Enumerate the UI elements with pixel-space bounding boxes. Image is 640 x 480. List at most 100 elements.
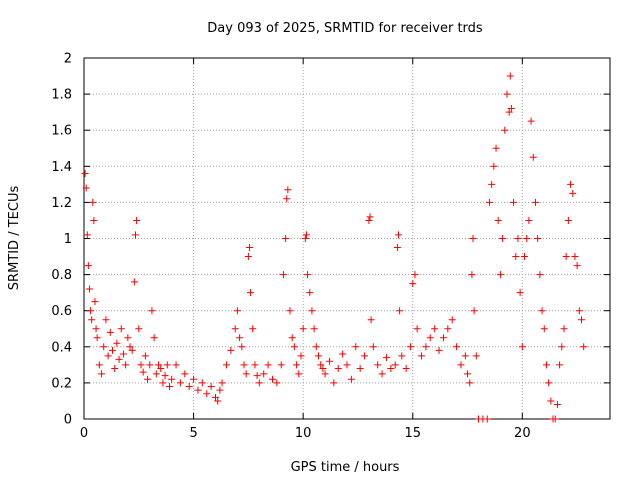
data-point [312,343,320,351]
data-point [483,415,491,423]
data-point [369,343,377,351]
y-tick-label: 1.8 [51,88,72,103]
data-point [144,375,152,383]
data-point [321,370,329,378]
data-point [330,379,338,387]
data-point [245,244,253,252]
data-point [279,271,287,279]
data-point [106,328,114,336]
data-point [556,361,564,369]
data-point [382,354,390,362]
data-point [130,278,138,286]
y-tick-label: 1.6 [51,124,72,139]
data-point [407,343,415,351]
data-point [490,162,498,170]
data-point [207,383,215,391]
data-point [540,325,548,333]
data-point [214,397,222,405]
data-point [87,307,95,315]
data-point [365,216,373,224]
data-point [505,108,513,116]
data-point [249,325,257,333]
data-point [398,352,406,360]
y-axis-label: SRMTID / TECUs [7,186,22,291]
data-point [284,186,292,194]
data-point [163,361,171,369]
data-point [304,271,312,279]
data-point [352,343,360,351]
data-point [126,343,134,351]
data-point [113,339,121,347]
data-point [83,231,91,239]
data-point [152,370,160,378]
x-axis-label: GPS time / hours [291,460,400,475]
data-point [273,379,281,387]
data-point [374,361,382,369]
data-point [104,352,112,360]
data-point [168,375,176,383]
data-point [92,325,100,333]
data-point [172,361,180,369]
data-point [409,280,417,288]
data-point [567,180,575,188]
data-point [435,346,443,354]
y-tick-label: 0.2 [51,376,72,391]
data-point [268,375,276,383]
data-point [306,289,314,297]
data-point [139,368,147,376]
data-point [575,307,583,315]
data-point [82,184,90,192]
data-point [310,325,318,333]
data-point [283,195,291,203]
data-point [464,370,472,378]
data-point [108,346,116,354]
data-point [503,90,511,98]
data-point [194,386,202,394]
data-point [334,364,342,372]
data-point [317,361,325,369]
data-point [531,198,539,206]
data-point [431,325,439,333]
data-point [551,415,559,423]
data-point [366,213,374,221]
data-point [299,325,307,333]
data-point [165,383,173,391]
data-point [514,235,522,242]
data-point [297,352,305,360]
data-point [231,325,239,333]
data-point [102,316,110,324]
data-point [190,375,198,383]
data-point [198,379,206,387]
data-point [302,231,310,239]
x-tick-label: 15 [404,426,421,441]
data-point [212,393,219,401]
data-point [492,144,500,152]
data-point [91,298,99,306]
data-point [485,198,493,206]
data-point [132,231,140,239]
data-point [501,126,509,134]
data-point [111,364,119,372]
data-point [137,361,145,369]
data-point [93,334,101,342]
y-tick-label: 1 [64,232,72,247]
data-point [288,334,296,342]
data-point [343,361,351,369]
data-point [523,235,531,242]
data-point [238,343,246,351]
data-point [395,231,403,239]
data-point [391,361,399,369]
data-point [176,379,184,387]
data-point [411,271,419,279]
data-point [361,352,369,360]
data-point [157,364,165,372]
data-point [155,361,163,369]
data-point [448,316,456,324]
data-point [100,343,108,351]
data-point [422,343,430,351]
data-point [89,198,97,206]
data-point [290,343,298,351]
data-points [81,72,588,423]
data-point [396,307,404,315]
data-point [81,170,89,178]
